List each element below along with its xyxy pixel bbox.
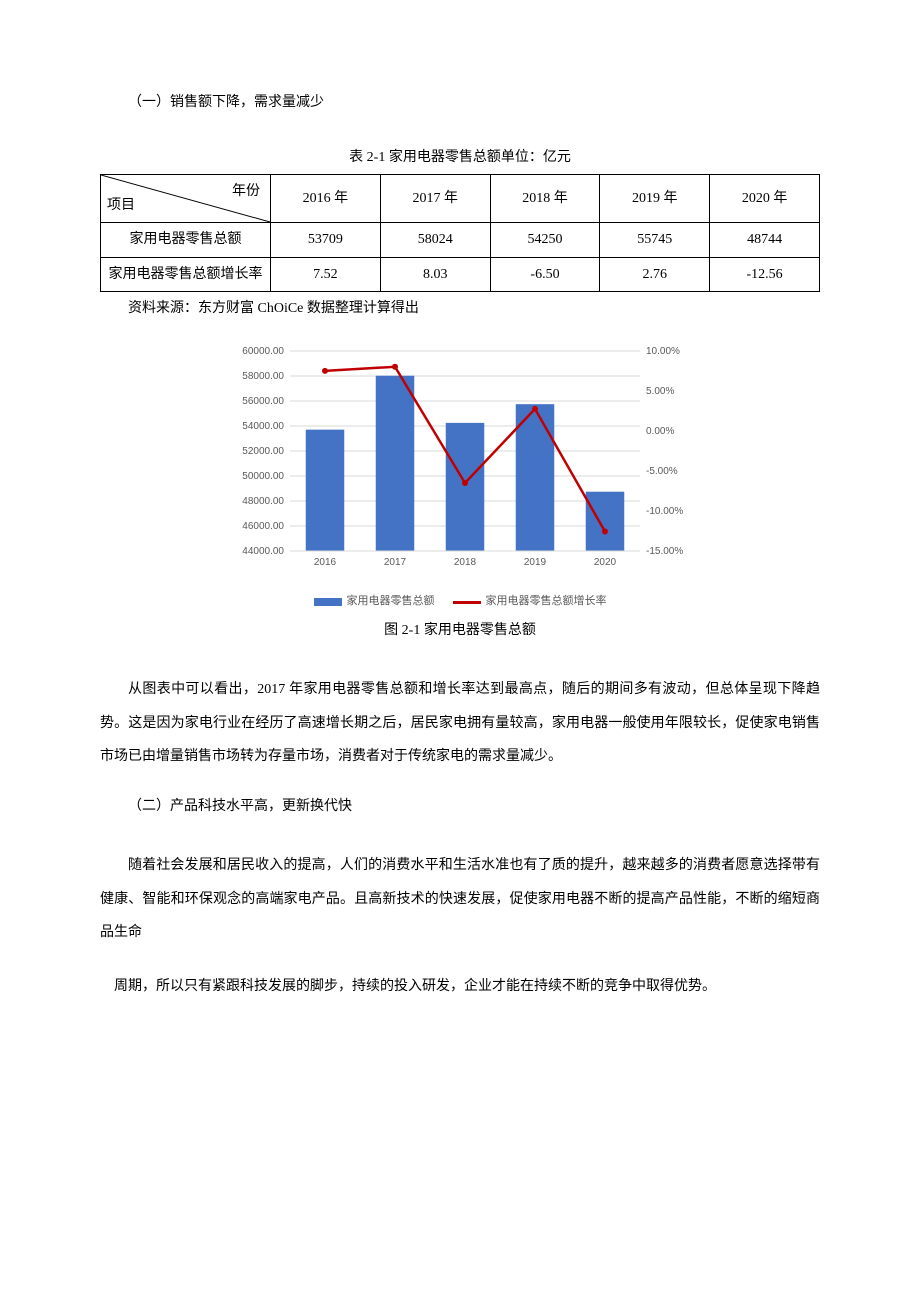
svg-text:54000.00: 54000.00 [242, 421, 284, 432]
cell: 58024 [380, 223, 490, 257]
svg-text:2018: 2018 [454, 557, 477, 568]
legend-item-line: 家用电器零售总额增长率 [453, 592, 607, 612]
chart-svg: 44000.00 46000.00 48000.00 50000.00 52000.00… [220, 341, 700, 581]
para3-prefix: 周期， [114, 979, 156, 994]
svg-text:50000.00: 50000.00 [242, 471, 284, 482]
svg-text:10.00%: 10.00% [646, 346, 680, 357]
data-table: 年份 项目 2016 年 2017 年 2018 年 2019 年 2020 年… [100, 174, 820, 291]
paragraph-1: 从图表中可以看出，2017 年家用电器零售总额和增长率达到最高点，随后的期间多有… [100, 673, 820, 774]
table-caption: 表 2-1 家用电器零售总额单位：亿元 [100, 145, 820, 170]
svg-text:48000.00: 48000.00 [242, 496, 284, 507]
section-heading-2: （二）产品科技水平高，更新换代快 [100, 794, 820, 819]
svg-text:0.00%: 0.00% [646, 426, 674, 437]
svg-text:56000.00: 56000.00 [242, 396, 284, 407]
chart-caption: 图 2-1 家用电器零售总额 [100, 618, 820, 643]
cell: 53709 [271, 223, 381, 257]
table-header-row: 年份 项目 2016 年 2017 年 2018 年 2019 年 2020 年 [101, 175, 820, 223]
cell: 54250 [490, 223, 600, 257]
legend-bar-label: 家用电器零售总额 [347, 592, 435, 612]
svg-text:-5.00%: -5.00% [646, 466, 678, 477]
combo-chart: 44000.00 46000.00 48000.00 50000.00 52000.00… [220, 341, 700, 612]
paragraph-2: 随着社会发展和居民收入的提高，人们的消费水平和生活水准也有了质的提升，越来越多的… [100, 849, 820, 950]
svg-text:2020: 2020 [594, 557, 617, 568]
svg-text:2016: 2016 [314, 557, 337, 568]
year-header: 2017 年 [380, 175, 490, 223]
source-note: 资料来源：东方财富 ChOiCe 数据整理计算得出 [100, 296, 820, 321]
legend-swatch-bar [314, 598, 342, 606]
cell: 7.52 [271, 257, 381, 291]
cell: -12.56 [710, 257, 820, 291]
svg-text:58000.00: 58000.00 [242, 371, 284, 382]
paragraph-3: 周期，所以只有紧跟科技发展的脚步，持续的投入研发，企业才能在持续不断的竞争中取得… [100, 970, 820, 1004]
section-heading-1: （一）销售额下降，需求量减少 [100, 90, 820, 115]
cell: 8.03 [380, 257, 490, 291]
chart-legend: 家用电器零售总额 家用电器零售总额增长率 [220, 592, 700, 612]
cell: 2.76 [600, 257, 710, 291]
table-corner-cell: 年份 项目 [101, 175, 271, 223]
corner-top-label: 年份 [232, 179, 260, 204]
cell: 55745 [600, 223, 710, 257]
row-label: 家用电器零售总额增长率 [101, 257, 271, 291]
svg-text:2019: 2019 [524, 557, 547, 568]
table-row: 家用电器零售总额 53709 58024 54250 55745 48744 [101, 223, 820, 257]
svg-text:-10.00%: -10.00% [646, 506, 683, 517]
legend-item-bar: 家用电器零售总额 [314, 592, 435, 612]
svg-text:5.00%: 5.00% [646, 386, 674, 397]
row-label: 家用电器零售总额 [101, 223, 271, 257]
svg-text:52000.00: 52000.00 [242, 446, 284, 457]
cell: 48744 [710, 223, 820, 257]
legend-line-label: 家用电器零售总额增长率 [486, 592, 607, 612]
table-row: 家用电器零售总额增长率 7.52 8.03 -6.50 2.76 -12.56 [101, 257, 820, 291]
svg-text:44000.00: 44000.00 [242, 546, 284, 557]
para3-rest: 所以只有紧跟科技发展的脚步，持续的投入研发，企业才能在持续不断的竞争中取得优势。 [156, 979, 716, 994]
cell: -6.50 [490, 257, 600, 291]
year-header: 2018 年 [490, 175, 600, 223]
svg-text:46000.00: 46000.00 [242, 521, 284, 532]
corner-bottom-label: 项目 [107, 193, 135, 218]
svg-text:2017: 2017 [384, 557, 407, 568]
svg-text:60000.00: 60000.00 [242, 346, 284, 357]
legend-swatch-line [453, 601, 481, 604]
year-header: 2020 年 [710, 175, 820, 223]
svg-text:-15.00%: -15.00% [646, 546, 683, 557]
year-header: 2019 年 [600, 175, 710, 223]
year-header: 2016 年 [271, 175, 381, 223]
